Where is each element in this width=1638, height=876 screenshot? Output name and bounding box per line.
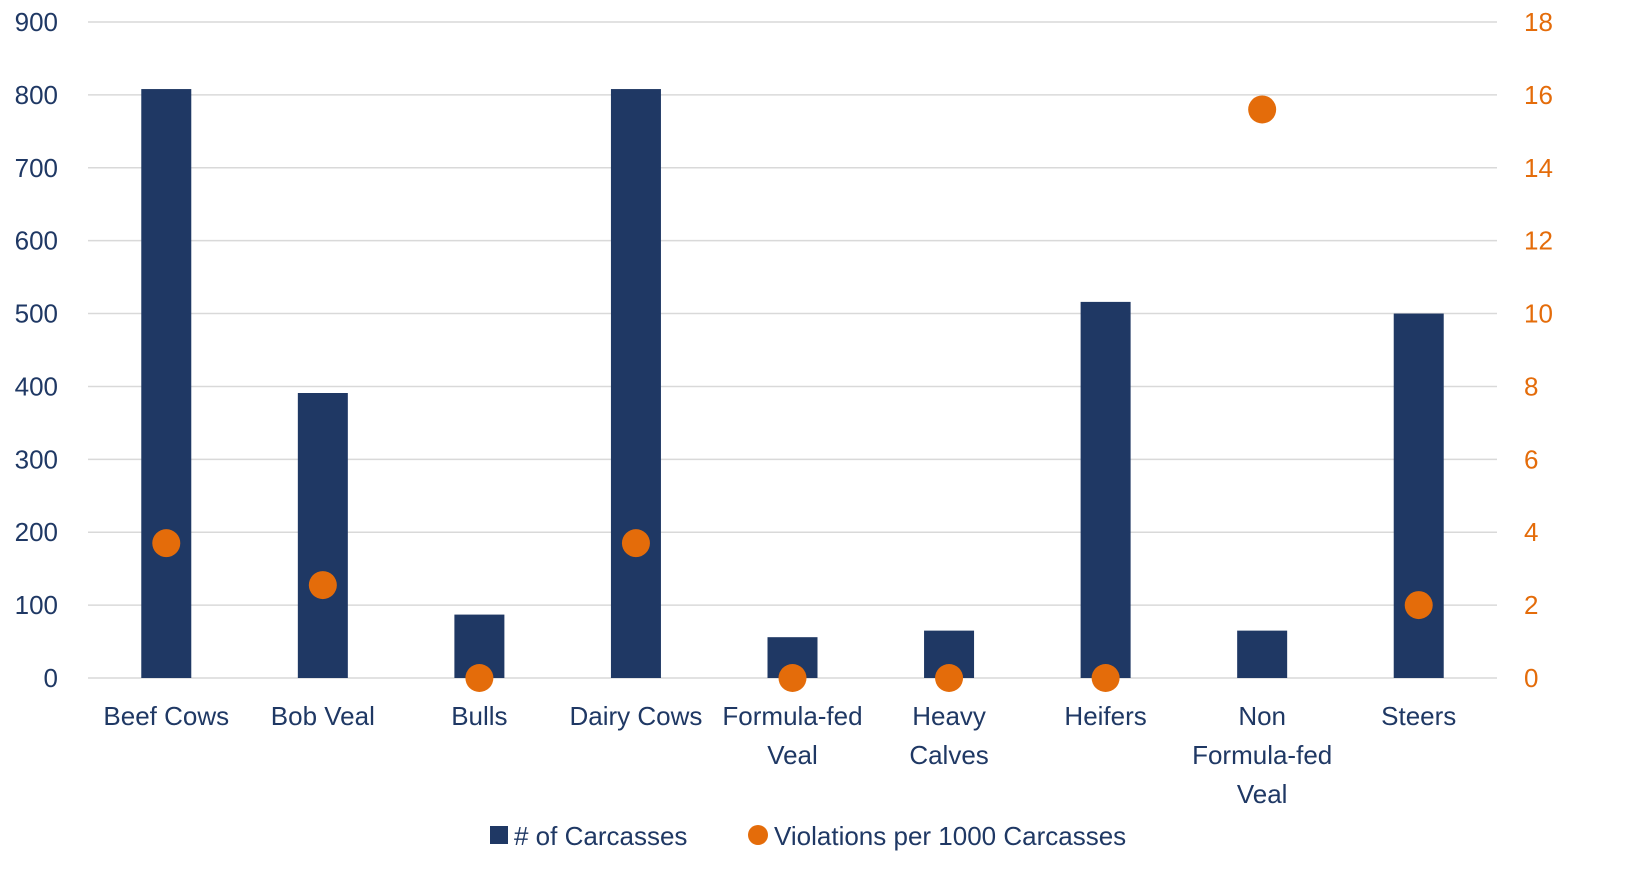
category-label-line: Beef Cows [103, 701, 229, 731]
left-axis-ticks: 0 100 200 300 400 500 600 700 800 900 [15, 7, 58, 693]
category-label-line: Dairy Cows [569, 701, 702, 731]
point-violations [465, 664, 494, 692]
legend-swatch-points [748, 825, 768, 845]
legend-swatch-bars [490, 826, 508, 844]
category-label: Formula-fed Veal [722, 701, 862, 770]
left-axis-tick-label: 300 [15, 444, 58, 474]
bar-series [141, 89, 1444, 678]
point-series [152, 95, 1433, 692]
left-axis-tick-label: 200 [15, 517, 58, 547]
point-violations [152, 529, 181, 558]
category-label: Steers [1381, 701, 1456, 731]
right-axis-tick-label: 8 [1524, 371, 1538, 401]
point-violations [308, 571, 337, 600]
point-violations [778, 664, 807, 692]
legend-label-carcasses: # of Carcasses [514, 821, 687, 851]
left-axis-tick-label: 600 [15, 226, 58, 256]
right-axis-tick-label: 18 [1524, 7, 1553, 37]
category-label-line: Heavy [912, 701, 986, 731]
category-label-line: Veal [767, 740, 818, 770]
category-label: Heavy Calves [909, 701, 988, 770]
bar-carcasses [610, 89, 661, 678]
right-axis-tick-label: 12 [1524, 226, 1553, 256]
bar-carcasses [1393, 313, 1444, 678]
category-label-line: Bulls [451, 701, 507, 731]
right-axis-tick-label: 4 [1524, 517, 1538, 547]
category-label: Beef Cows [103, 701, 229, 731]
category-label-line: Bob Veal [271, 701, 375, 731]
left-axis-tick-label: 900 [15, 7, 58, 37]
bar-carcasses [141, 89, 192, 678]
right-axis-tick-label: 6 [1524, 444, 1538, 474]
point-violations [1248, 95, 1277, 124]
right-axis-tick-label: 2 [1524, 590, 1538, 620]
category-label-line: Non [1238, 701, 1286, 731]
bar-carcasses [1237, 630, 1288, 678]
left-axis-tick-label: 700 [15, 153, 58, 183]
category-label: Heifers [1064, 701, 1146, 731]
right-axis-tick-label: 0 [1524, 663, 1538, 693]
right-axis-tick-label: 14 [1524, 153, 1553, 183]
point-violations [935, 664, 964, 692]
category-label-line: Veal [1237, 779, 1288, 809]
bar-carcasses [297, 393, 348, 678]
category-label: Bulls [451, 701, 507, 731]
category-label: Bob Veal [271, 701, 375, 731]
right-axis-tick-label: 16 [1524, 80, 1553, 110]
legend: # of Carcasses Violations per 1000 Carca… [490, 821, 1126, 851]
left-axis-tick-label: 500 [15, 299, 58, 329]
point-violations [1404, 591, 1433, 620]
left-axis-tick-label: 0 [44, 663, 58, 693]
category-label-line: Calves [909, 740, 988, 770]
bar-carcasses [1080, 301, 1131, 678]
left-axis-tick-label: 400 [15, 371, 58, 401]
right-axis-ticks: 0 2 4 6 8 10 12 14 16 18 [1524, 7, 1553, 693]
point-violations [1091, 664, 1120, 692]
category-label-line: Formula-fed [1192, 740, 1332, 770]
category-label-line: Heifers [1064, 701, 1146, 731]
category-label-line: Formula-fed [722, 701, 862, 731]
point-violations [621, 529, 650, 558]
category-label-line: Steers [1381, 701, 1456, 731]
right-axis-tick-label: 10 [1524, 299, 1553, 329]
category-label: Non Formula-fed Veal [1192, 701, 1332, 809]
left-axis-tick-label: 800 [15, 80, 58, 110]
category-label: Dairy Cows [569, 701, 702, 731]
legend-label-violations: Violations per 1000 Carcasses [774, 821, 1126, 851]
category-axis-labels: Beef Cows Bob Veal Bulls Dairy Cows Formula-… [103, 701, 1456, 809]
left-axis-tick-label: 100 [15, 590, 58, 620]
